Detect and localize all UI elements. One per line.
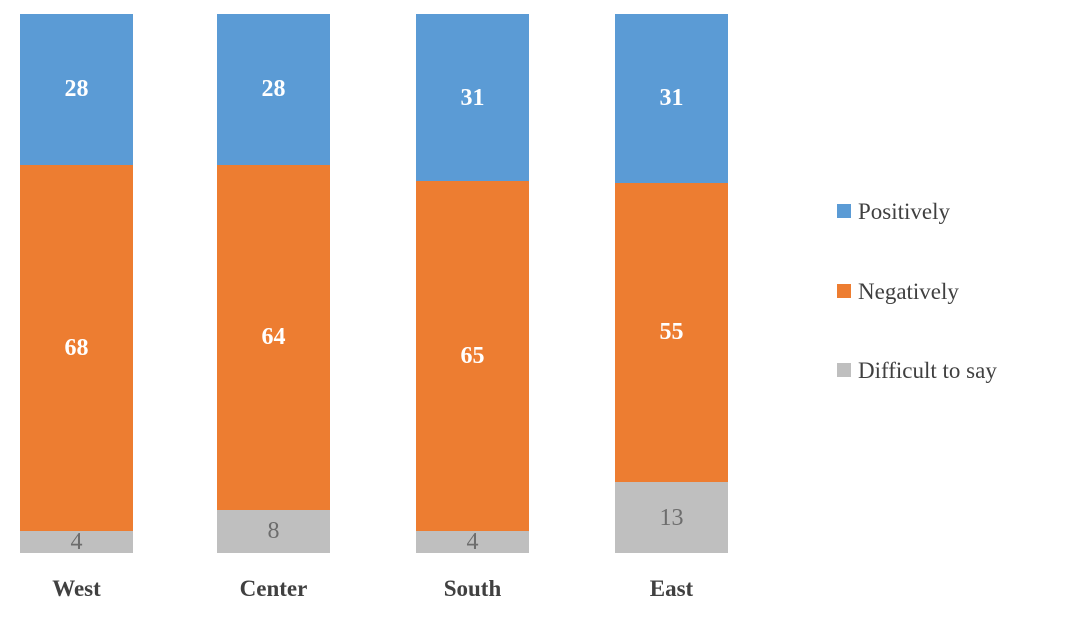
- legend-label-positively: Positively: [858, 198, 951, 224]
- bar-value-label: 31: [659, 85, 684, 112]
- category-label-east: East: [649, 576, 694, 601]
- legend-swatch-positively-icon: [837, 204, 851, 218]
- legend-swatch-difficult-to-say-icon: [837, 363, 851, 377]
- bar-value-label: 28: [261, 76, 286, 103]
- bar-value-label: 55: [659, 319, 684, 346]
- category-label-west: West: [52, 576, 101, 601]
- legend-item-positively: Positively: [837, 197, 950, 225]
- bar-value-label: 64: [261, 324, 286, 351]
- bar-segment-difficult-to-say-east: 13: [615, 482, 728, 553]
- category-label-center: Center: [239, 576, 308, 601]
- bar-segment-positively-center: 28: [217, 14, 330, 165]
- bar-value-label: 68: [64, 335, 89, 362]
- bar-value-label: 13: [659, 504, 684, 531]
- bar-segment-negatively-south: 65: [416, 181, 529, 532]
- category-label-south: South: [443, 576, 502, 601]
- bar-value-label: 65: [460, 343, 485, 370]
- bar-segment-difficult-to-say-west: 4: [20, 529, 133, 556]
- bar-value-label: 28: [64, 76, 89, 103]
- bar-segment-positively-south: 31: [416, 14, 529, 182]
- bar-segment-difficult-to-say-south: 4: [416, 529, 529, 556]
- legend-item-difficult-to-say: Difficult to say: [837, 356, 997, 384]
- plot-area: 28 68 4 West 28 64 8 Center 31 65 4 South 31 55 13 East: [20, 14, 728, 601]
- bar-value-label: 8: [267, 518, 280, 545]
- bar-value-label: 4: [466, 529, 479, 556]
- legend-swatch-negatively-icon: [837, 284, 851, 298]
- bar-segment-negatively-center: 64: [217, 164, 330, 510]
- bar-segment-positively-east: 31: [615, 14, 728, 183]
- legend-label-negatively: Negatively: [858, 278, 959, 304]
- bar-segment-negatively-west: 68: [20, 164, 133, 532]
- bar-value-label: 4: [70, 529, 83, 556]
- bar-segment-difficult-to-say-center: 8: [217, 509, 330, 553]
- legend-item-negatively: Negatively: [837, 277, 959, 305]
- bar-value-label: 31: [460, 84, 485, 111]
- bar-segment-negatively-east: 55: [615, 182, 728, 483]
- bar-segment-positively-west: 28: [20, 14, 133, 165]
- legend-label-difficult-to-say: Difficult to say: [858, 357, 997, 383]
